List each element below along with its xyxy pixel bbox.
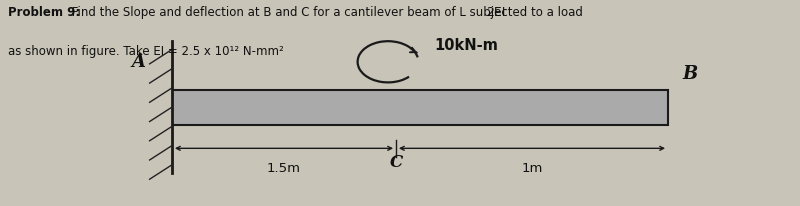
Text: Find the Slope and deflection at B and C for a cantilever beam of L subjected to: Find the Slope and deflection at B and C… [68,6,583,19]
Text: as shown in figure. Take EI = 2.5 x 10¹² N-mm²: as shown in figure. Take EI = 2.5 x 10¹²… [8,45,284,58]
Text: B: B [682,65,698,83]
Text: 1.5m: 1.5m [267,162,301,176]
Text: C: C [390,154,402,171]
Text: 10kN-m: 10kN-m [434,38,498,53]
Text: A: A [131,53,146,71]
Bar [172,90,668,125]
Text: 1m: 1m [522,162,542,176]
Text: Problem 9:: Problem 9: [8,6,80,19]
Text: 2EI: 2EI [486,6,506,19]
